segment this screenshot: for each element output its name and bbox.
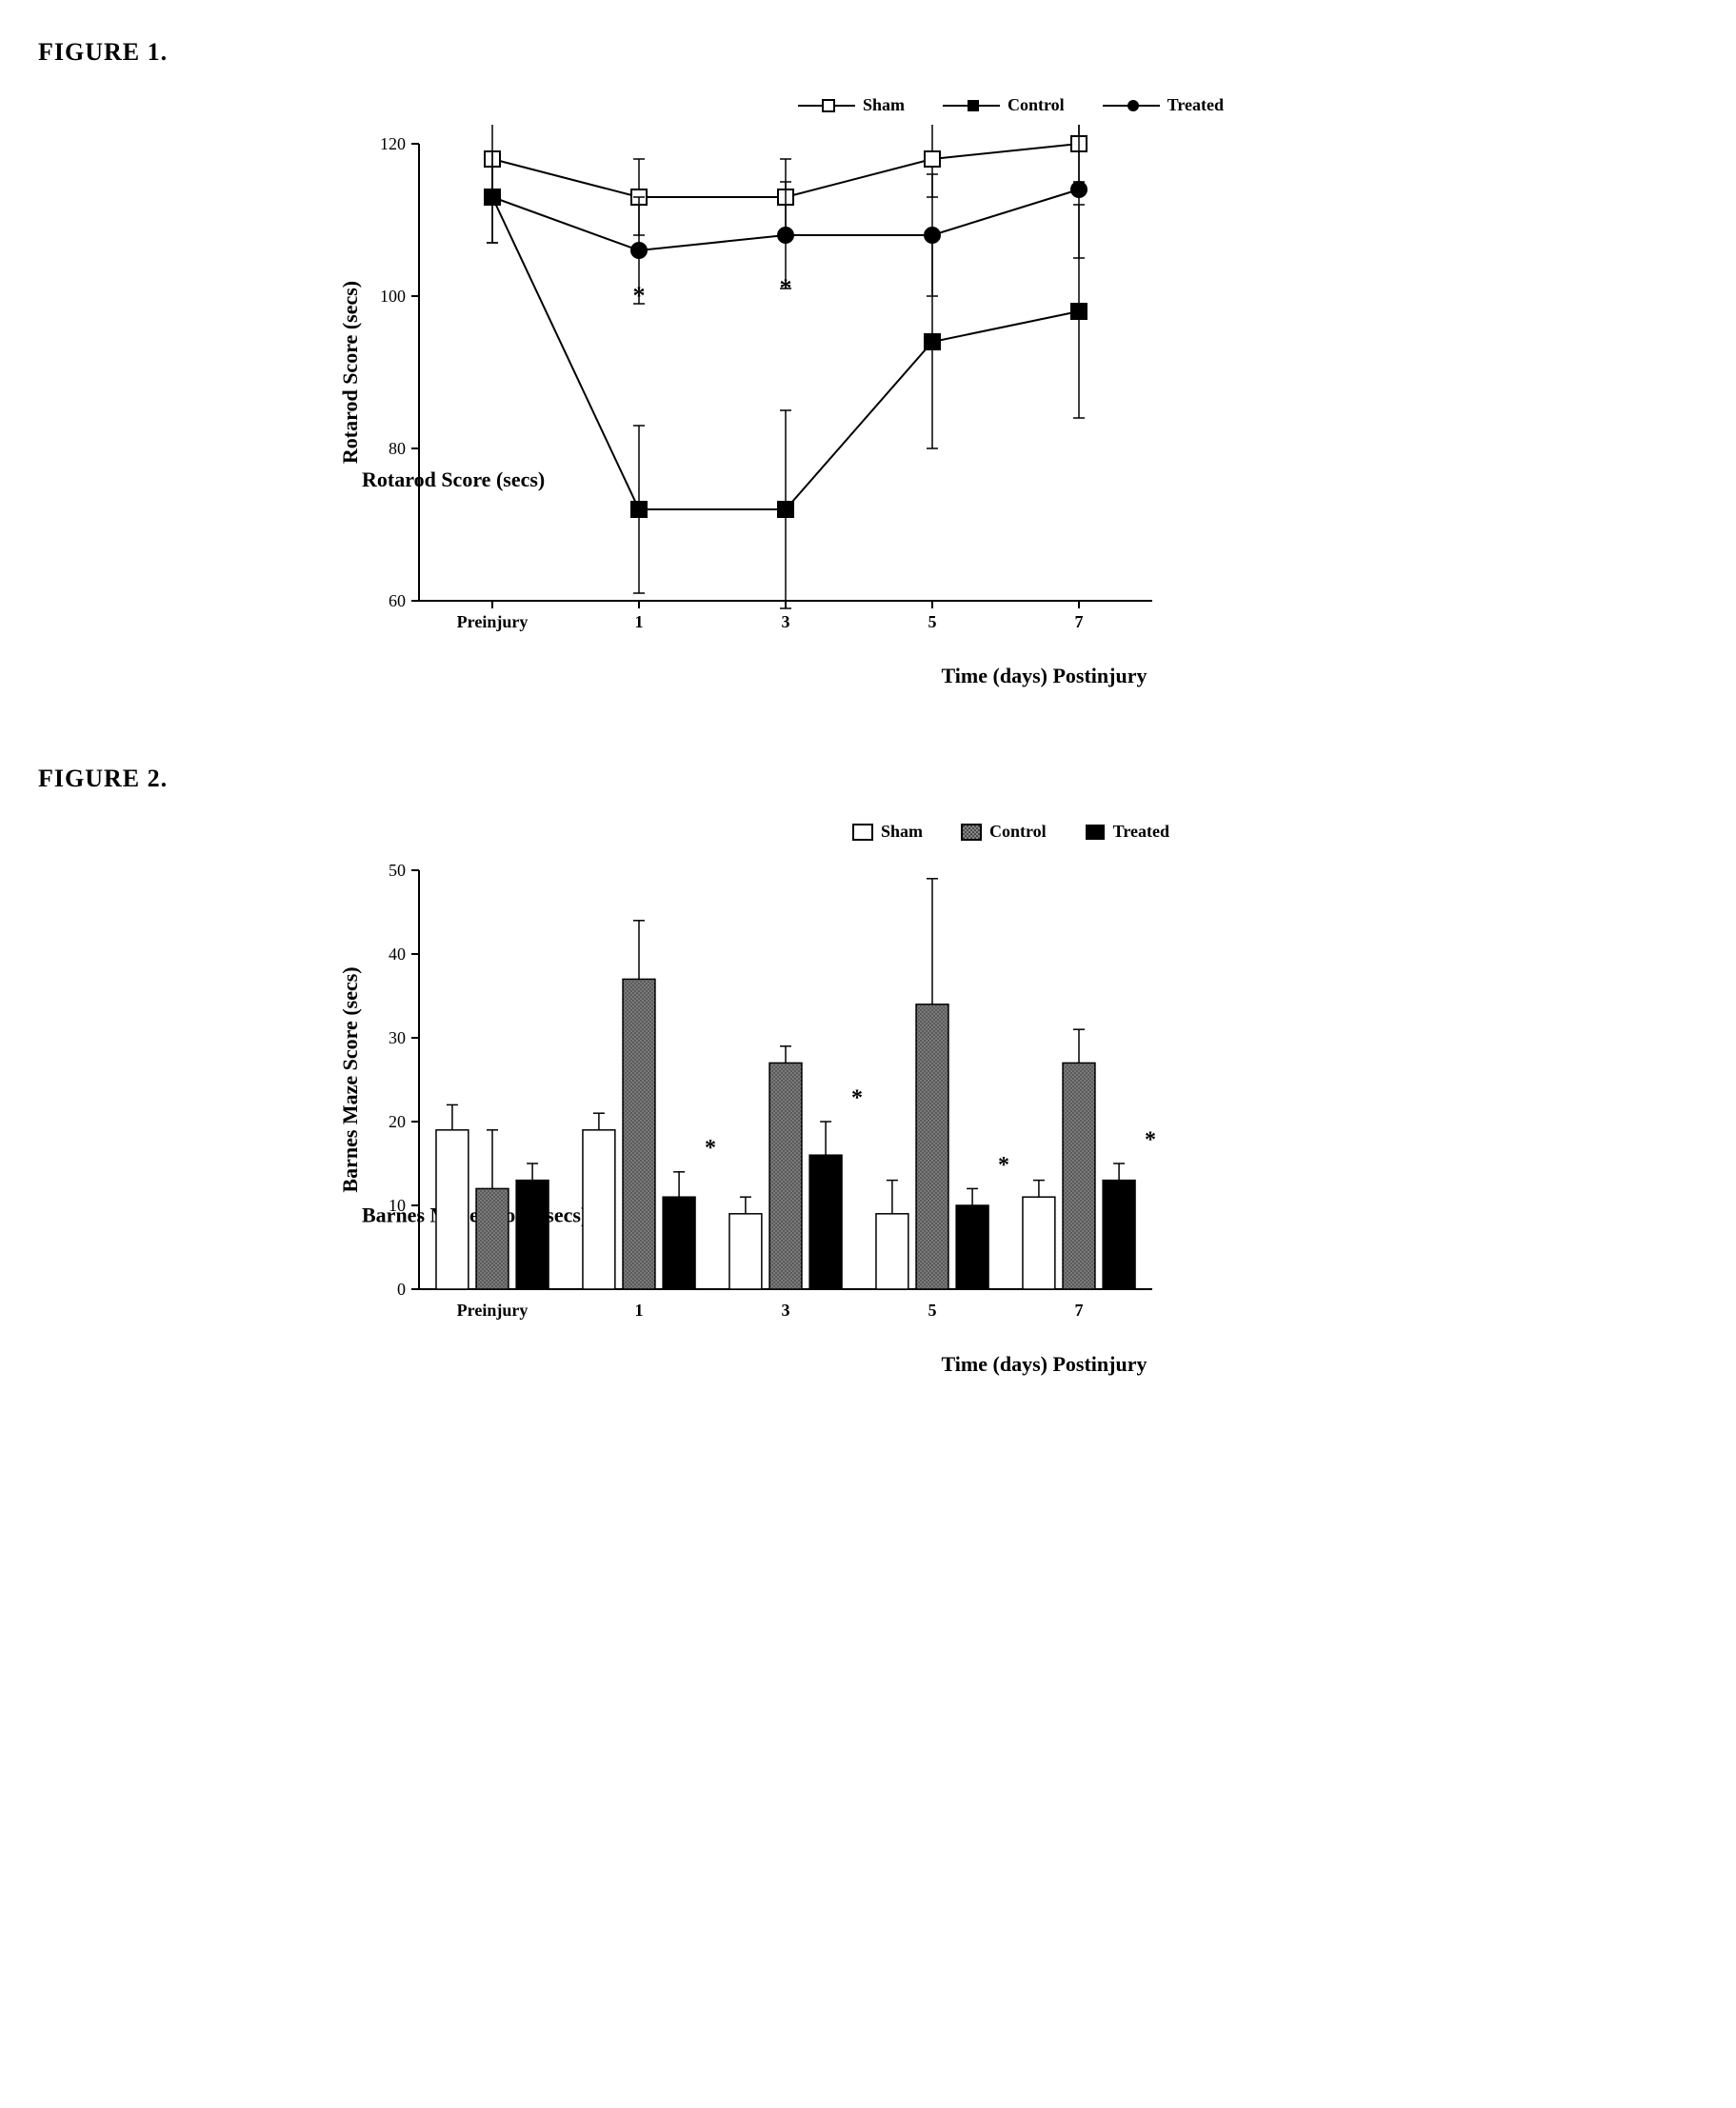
legend-label: Control: [1008, 95, 1065, 115]
legend-label: Sham: [863, 95, 905, 115]
svg-text:0: 0: [397, 1280, 406, 1299]
svg-text:3: 3: [782, 1301, 790, 1320]
figure-2-xaxis-title: Time (days) Postinjury: [390, 1352, 1698, 1377]
svg-text:Rotarod Score (secs): Rotarod Score (secs): [362, 467, 545, 491]
svg-text:Barnes Maze Score (secs): Barnes Maze Score (secs): [362, 1203, 588, 1227]
legend-item-sham: Sham: [852, 822, 923, 842]
figure-1-xaxis-title: Time (days) Postinjury: [390, 664, 1698, 688]
svg-text:5: 5: [928, 612, 937, 631]
svg-text:*: *: [633, 282, 646, 309]
figure-2-legend: Sham Control: [324, 822, 1698, 842]
white-box-icon: [852, 824, 873, 841]
svg-text:5: 5: [928, 1301, 937, 1320]
figure-2-block: FIGURE 2. Sham: [38, 765, 1698, 1377]
svg-text:60: 60: [389, 591, 406, 610]
hatched-box-icon: [961, 824, 982, 841]
svg-text:7: 7: [1075, 1301, 1084, 1320]
svg-text:120: 120: [380, 134, 406, 153]
legend-item-sham: Sham: [798, 95, 905, 115]
svg-text:*: *: [851, 1085, 863, 1110]
bar-chart-svg: 01020304050Preinjury1357Barnes Maze Scor…: [324, 851, 1181, 1346]
svg-text:Preinjury: Preinjury: [457, 612, 529, 631]
svg-text:*: *: [998, 1153, 1009, 1178]
open-square-icon: [798, 98, 855, 113]
figure-1-legend: Sham Control Treated: [324, 95, 1698, 115]
svg-text:40: 40: [389, 945, 406, 964]
legend-item-control: Control: [943, 95, 1065, 115]
figure-1-label: FIGURE 1.: [38, 38, 1698, 67]
svg-text:80: 80: [389, 439, 406, 458]
svg-text:3: 3: [782, 612, 790, 631]
svg-text:1: 1: [635, 612, 644, 631]
black-box-icon: [1085, 824, 1106, 841]
figure-1-block: FIGURE 1. Sham Control: [38, 38, 1698, 688]
svg-text:*: *: [1145, 1127, 1156, 1152]
legend-label: Treated: [1113, 822, 1169, 842]
figure-2-chart: Sham Control: [324, 822, 1698, 1377]
legend-label: Control: [989, 822, 1047, 842]
figure-2-label: FIGURE 2.: [38, 765, 1698, 793]
svg-text:30: 30: [389, 1028, 406, 1047]
legend-item-treated: Treated: [1085, 822, 1169, 842]
svg-text:*: *: [705, 1136, 716, 1161]
filled-square-icon: [943, 98, 1000, 113]
svg-text:50: 50: [389, 861, 406, 880]
svg-text:Rotarod Score (secs): Rotarod Score (secs): [338, 281, 362, 464]
svg-text:7: 7: [1075, 612, 1084, 631]
svg-text:20: 20: [389, 1112, 406, 1131]
legend-label: Sham: [881, 822, 923, 842]
svg-text:Preinjury: Preinjury: [457, 1301, 529, 1320]
line-chart-svg: 60 80 100 120 Preinjury 1 3 5 7 Rotarod Score (se…: [324, 125, 1181, 658]
svg-text:Barnes Maze Score (secs): Barnes Maze Score (secs): [338, 966, 362, 1192]
legend-item-treated: Treated: [1103, 95, 1224, 115]
svg-text:1: 1: [635, 1301, 644, 1320]
legend-item-control: Control: [961, 822, 1047, 842]
figure-1-chart: Sham Control Treated 60 80 100 120 Preinjury…: [324, 95, 1698, 688]
legend-label: Treated: [1167, 95, 1224, 115]
filled-circle-icon: [1103, 98, 1160, 113]
svg-text:100: 100: [380, 287, 406, 306]
svg-text:*: *: [780, 274, 792, 302]
